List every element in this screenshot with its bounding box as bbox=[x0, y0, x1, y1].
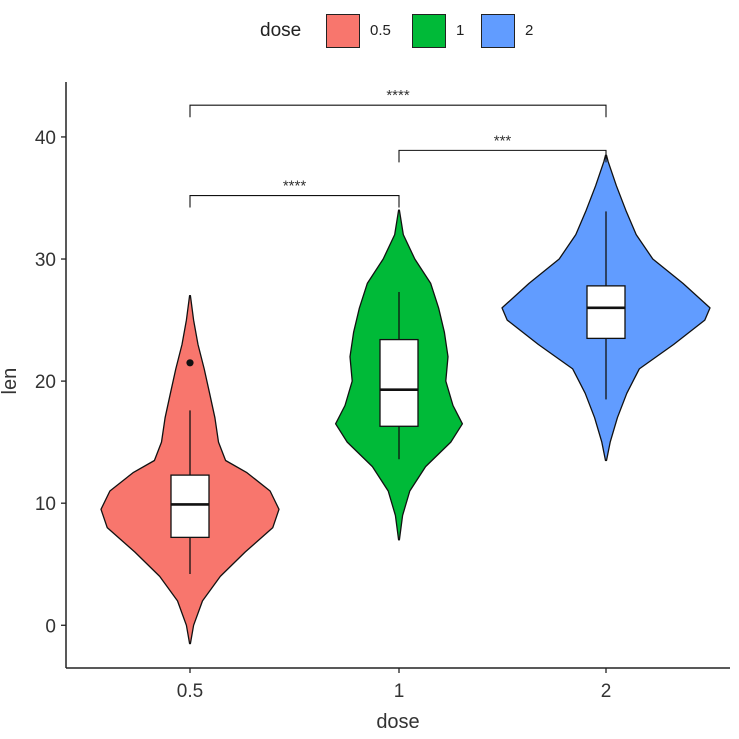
box-0.5 bbox=[170, 474, 210, 539]
legend-label-1: 1 bbox=[456, 22, 465, 39]
plot-area: *********** bbox=[100, 87, 711, 645]
legend-key-0.5 bbox=[326, 14, 360, 48]
legend-key-1 bbox=[412, 14, 446, 48]
x-axis-ticks: 0.5 1 2 bbox=[177, 668, 612, 702]
y-tick-label-40: 40 bbox=[35, 128, 56, 149]
box-1 bbox=[379, 338, 419, 427]
legend: dose 0.5 1 2 bbox=[0, 14, 739, 52]
legend-label-0.5: 0.5 bbox=[370, 22, 391, 39]
bracket-2 bbox=[189, 104, 607, 118]
bracket-0 bbox=[189, 194, 400, 208]
y-tick-label-20: 20 bbox=[35, 372, 56, 393]
x-axis-title: dose bbox=[376, 711, 419, 733]
bracket-label-1: *** bbox=[494, 132, 512, 149]
y-tick-label-10: 10 bbox=[35, 494, 56, 515]
x-tick-label-2: 2 bbox=[601, 681, 612, 702]
x-tick-label-1: 1 bbox=[394, 681, 405, 702]
legend-label-2: 2 bbox=[525, 22, 534, 39]
bracket-label-0: **** bbox=[283, 178, 307, 195]
y-tick-label-0: 0 bbox=[45, 616, 56, 637]
bracket-label-2: **** bbox=[386, 87, 410, 104]
legend-title: dose bbox=[260, 20, 302, 41]
legend-key-2 bbox=[481, 14, 515, 48]
box-2 bbox=[586, 285, 626, 340]
x-tick-label-0.5: 0.5 bbox=[177, 681, 203, 702]
outlier-0.5-0 bbox=[186, 359, 194, 367]
y-axis-ticks: 0 10 20 30 40 bbox=[35, 128, 66, 637]
bracket-1 bbox=[398, 149, 607, 163]
y-tick-label-30: 30 bbox=[35, 250, 56, 271]
y-axis-title: len bbox=[0, 368, 21, 395]
